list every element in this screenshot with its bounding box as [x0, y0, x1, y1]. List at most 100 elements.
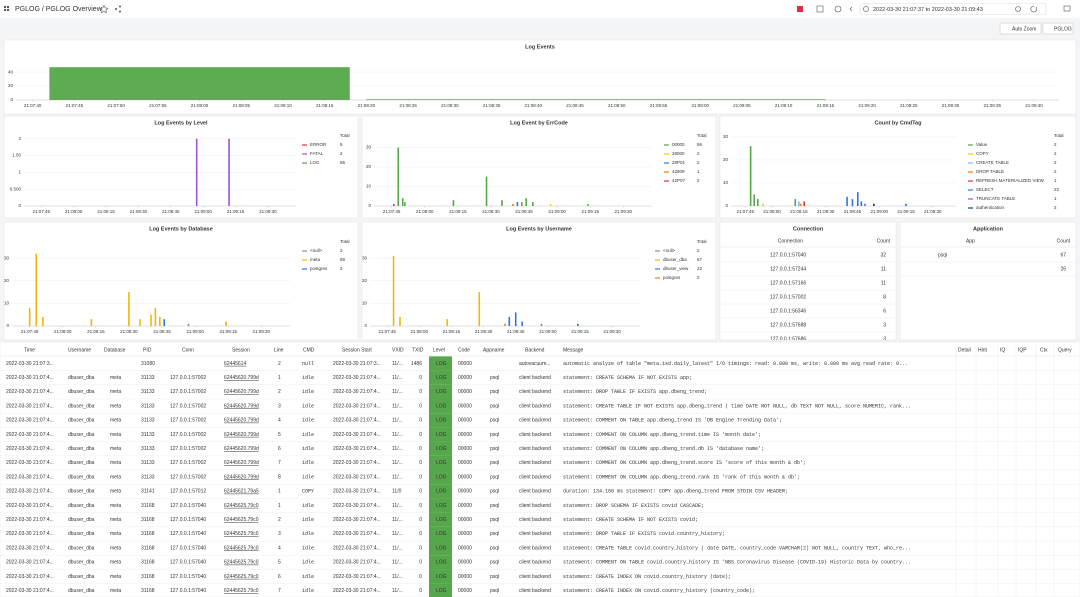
cell: psql — [490, 574, 499, 580]
column-header: Session Start — [342, 347, 372, 353]
cell: dbuser_dba — [68, 503, 95, 509]
legend-total: 22 — [1054, 187, 1060, 192]
cell: statement: CREATE TABLE covid.country_hi… — [563, 545, 911, 551]
cell: 2022-03-30 21:07:4... — [6, 531, 54, 537]
bar — [514, 312, 517, 326]
column-header: Appname — [483, 347, 505, 353]
x-tick-label: 21:09:05 — [733, 103, 751, 108]
cell: LOG — [436, 545, 447, 551]
cell: 5 — [278, 432, 281, 438]
column-header: Code — [458, 347, 470, 353]
cell: meta — [110, 375, 121, 381]
bar — [577, 323, 579, 326]
x-tick-label: 21:09:35 — [983, 103, 1001, 108]
cell: statement: CREATE SCHEMA IF NOT EXISTS a… — [563, 375, 692, 381]
top-bar — [0, 0, 1080, 18]
x-tick-label: 21:08:45 — [566, 103, 584, 108]
cell: idle — [302, 389, 314, 395]
cell: meta — [110, 560, 121, 566]
x-tick-label: 21:08:00 — [191, 103, 209, 108]
cell: 00000 — [458, 460, 472, 466]
cell: 11/... — [392, 361, 403, 367]
cell: LOG — [436, 503, 447, 509]
cell: 62445620.799d — [224, 418, 259, 424]
cell: 31133 — [141, 418, 155, 424]
cell: LOG — [436, 375, 447, 381]
button-label[interactable]: Auto Zoom — [1012, 26, 1036, 32]
cell: meta — [110, 574, 121, 580]
bar — [756, 199, 759, 206]
cell: idle — [302, 446, 314, 452]
cell: 00000 — [458, 375, 472, 381]
legend-total: 2 — [340, 151, 343, 156]
legend-total: 2 — [697, 178, 700, 183]
breadcrumb[interactable]: PGLOG / PGLOG Overview — [15, 6, 103, 13]
cell: 11/... — [392, 574, 403, 580]
legend-total: 2 — [1054, 142, 1057, 147]
cell: 3 — [883, 322, 886, 328]
cell: psql — [938, 252, 947, 258]
legend-total: 2 — [697, 151, 700, 156]
cell: 62445625.79c0 — [224, 545, 259, 551]
cell: idle — [302, 560, 314, 566]
cell: 127.0.0.1:56346 — [770, 308, 806, 314]
x-tick-label: 21:08:35 — [483, 103, 501, 108]
cell: idle — [302, 531, 314, 537]
table: Connection Count 127.0.0.1:57040 32 127.0.0.… — [720, 238, 896, 340]
cell: LOG — [436, 531, 447, 537]
cell: LOG — [436, 389, 447, 395]
cell: 62445620.799d — [224, 460, 259, 466]
bar — [508, 316, 511, 326]
x-tick-label: 21:08:20 — [358, 103, 376, 108]
cell: meta — [110, 531, 121, 537]
x-tick-label: 21:08:15 — [449, 209, 467, 214]
cell: meta — [110, 403, 121, 409]
apps-icon[interactable] — [4, 6, 9, 11]
cell: 2 — [278, 361, 281, 367]
x-tick-label: 21:07:40 — [24, 103, 42, 108]
cell: 31133 — [141, 375, 155, 381]
cell: 2022-03-30 21:07:4... — [6, 389, 54, 395]
auto-zoom-button[interactable] — [999, 22, 1042, 35]
legend-header: Total — [340, 239, 350, 244]
cell: psql — [490, 531, 499, 537]
cell: 2022-03-30 21:07:4... — [333, 403, 381, 409]
star-icon[interactable] — [99, 4, 109, 14]
column-header: PID — [143, 347, 152, 353]
x-tick-label: 21:08:45 — [162, 209, 180, 214]
x-tick-label: 21:08:00 — [411, 329, 429, 334]
x-tick-label: 21:08:00 — [65, 209, 83, 214]
cell: 62445625.79c0 — [224, 588, 259, 594]
cell: client backend — [519, 403, 551, 409]
cell: client backend — [519, 460, 551, 466]
level-badge — [429, 356, 452, 371]
time-range[interactable]: 2022-03-30 21:07:37 to 2022-03-30 21:09:… — [873, 7, 983, 13]
cell: client backend — [519, 588, 551, 594]
button-label[interactable]: PGLOG — [1054, 26, 1072, 32]
x-tick-label: 21:07:45 — [737, 209, 755, 214]
cell: 31168 — [141, 517, 155, 523]
share-icon[interactable] — [115, 5, 121, 13]
cell: psql — [490, 460, 499, 466]
y-tick-label: 30 — [4, 255, 10, 260]
cell: 2022-03-30 21:07:4... — [6, 588, 54, 594]
cell: 127.0.0.1:57040 — [170, 560, 206, 566]
cell: 2022-03-30 21:07:4... — [333, 432, 381, 438]
panel-title: Log Events by Level — [154, 120, 208, 126]
toolbar-icons[interactable] — [797, 3, 1071, 15]
cell: idle — [302, 432, 314, 438]
bar — [762, 203, 764, 206]
cell: meta — [110, 389, 121, 395]
cell: client backend — [519, 389, 551, 395]
cell: 00000 — [458, 403, 472, 409]
pglog-button[interactable] — [1042, 22, 1074, 35]
cell: client backend — [519, 503, 551, 509]
column-header: Session — [232, 347, 250, 353]
bar — [532, 202, 534, 206]
bar — [228, 138, 230, 206]
cell: 2022-03-30 21:07:4... — [333, 389, 381, 395]
cell: 2022-03-30 21:07:4... — [6, 418, 54, 424]
bar — [187, 323, 190, 326]
column-header: Conn — [182, 347, 194, 353]
